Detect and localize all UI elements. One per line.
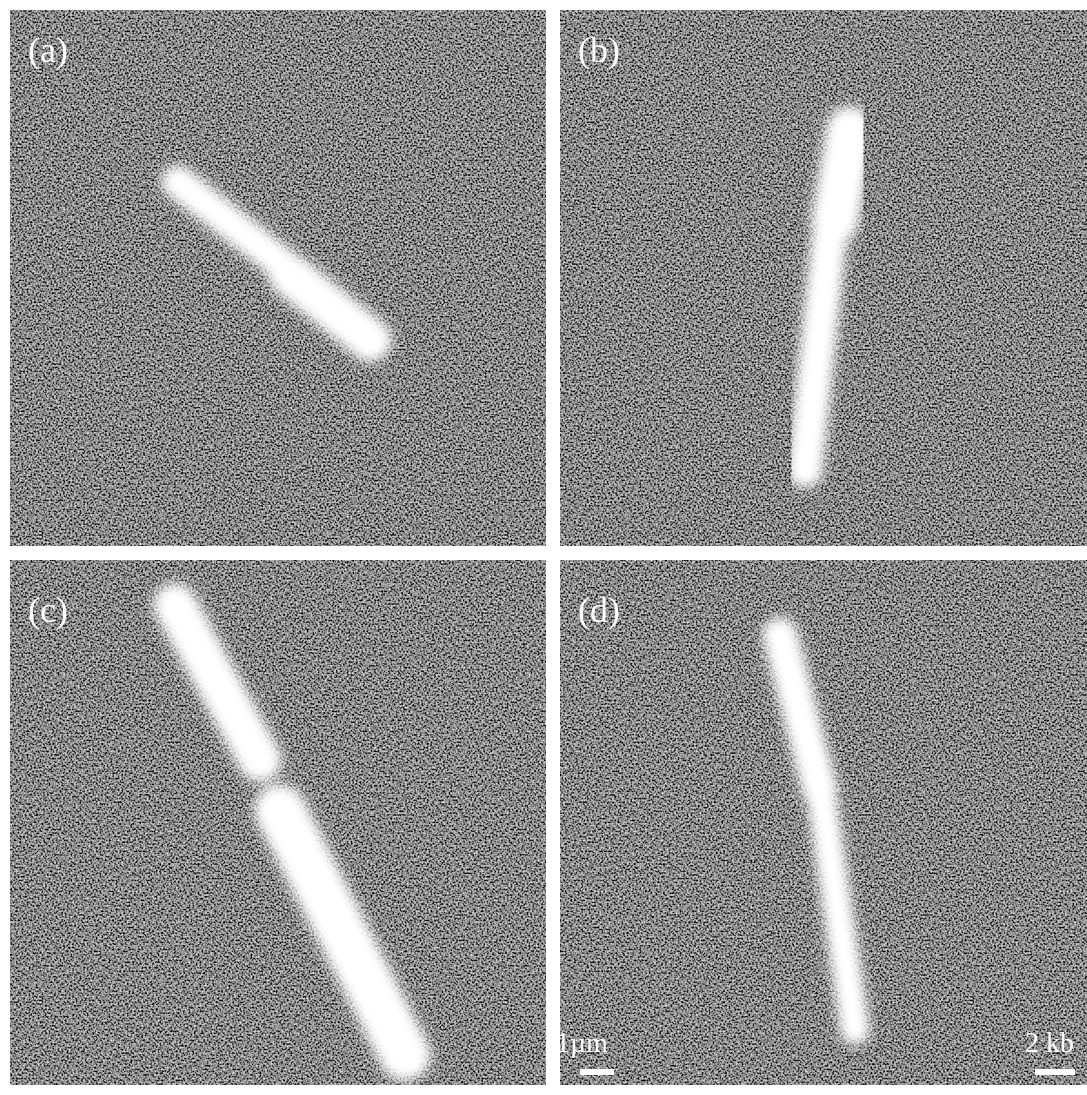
panel-label: (b)	[578, 30, 620, 70]
panel-a: (a)	[10, 10, 546, 546]
panel-label: (a)	[28, 30, 68, 70]
panel-label: (c)	[28, 590, 68, 630]
panel-c: (c)	[10, 560, 546, 1085]
panel-d: (d) 1µm 2 kb	[556, 560, 1087, 1085]
scale-label: 1µm	[556, 1028, 608, 1059]
panel-b: (b)	[560, 10, 1087, 546]
page: (a) (b) (c) (d) 1µm 2 kb (() => { const	[0, 0, 1087, 1095]
scale-bar	[580, 1069, 614, 1075]
panel-label: (d)	[578, 590, 620, 630]
scale-bar	[1035, 1069, 1075, 1075]
figure: (a) (b) (c) (d) 1µm 2 kb	[0, 0, 1087, 1095]
scale-label: 2 kb	[1025, 1028, 1074, 1059]
